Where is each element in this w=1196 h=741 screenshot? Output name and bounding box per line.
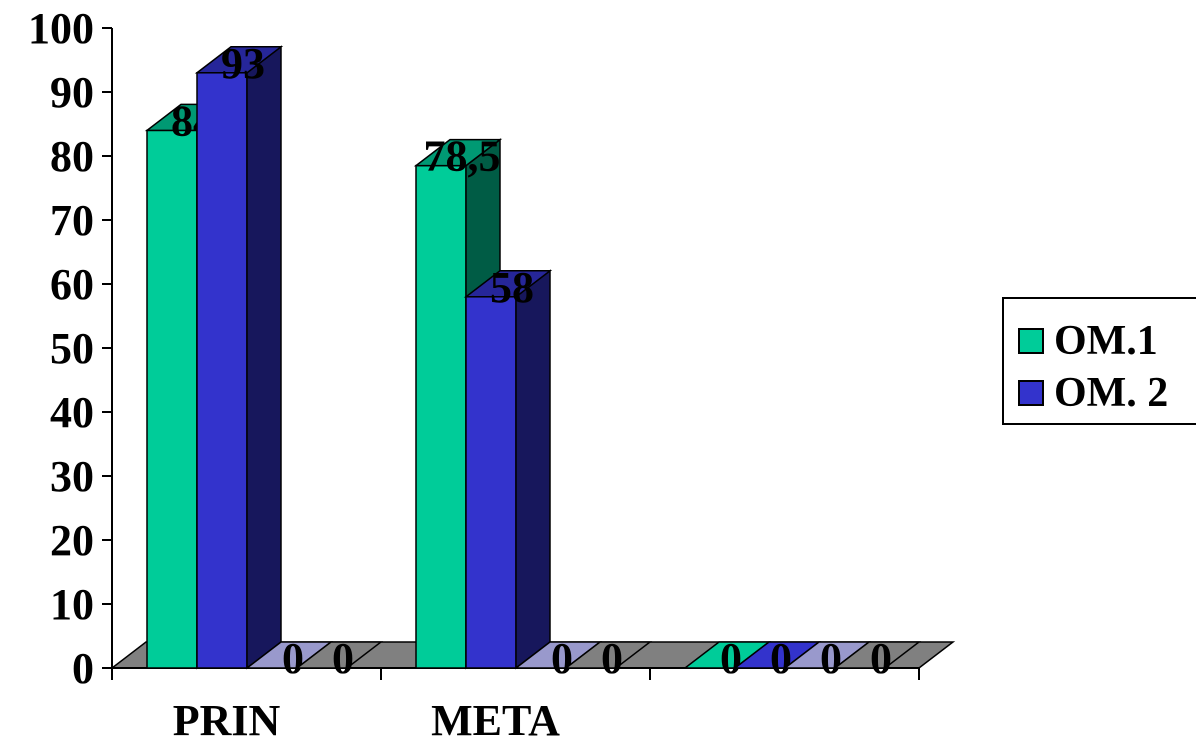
bar-data-label: 0 — [870, 634, 892, 683]
legend-label-series-1: OM.1 — [1054, 318, 1158, 364]
bar-data-label: 0 — [601, 634, 623, 683]
bar-data-label: 78,5 — [424, 132, 501, 181]
y-tick-label: 40 — [50, 388, 94, 437]
y-tick-label: 70 — [50, 196, 94, 245]
y-tick-label: 0 — [72, 644, 94, 693]
legend: OM.1 OM. 2 — [1002, 297, 1196, 425]
bar-top — [413, 138, 503, 167]
bar-data-label: 0 — [551, 634, 573, 683]
bar-data-label: 93 — [221, 39, 265, 88]
bar-data-label: 0 — [770, 634, 792, 683]
y-tick-label: 100 — [28, 4, 94, 53]
bar-top — [563, 641, 653, 669]
bar-data-label: 0 — [332, 634, 354, 683]
bar-data-label: 0 — [720, 634, 742, 683]
bar-data-label: 58 — [490, 263, 534, 312]
y-tick-label: 20 — [50, 516, 94, 565]
bar-data-label: 0 — [820, 634, 842, 683]
bar-top — [463, 270, 553, 298]
bar-front — [146, 129, 198, 669]
bar-data-label: 0 — [282, 634, 304, 683]
bar-top — [294, 641, 384, 669]
legend-label-series-2: OM. 2 — [1054, 370, 1169, 416]
y-tick-label: 30 — [50, 452, 94, 501]
bar-front — [465, 296, 517, 669]
y-tick-label: 90 — [50, 68, 94, 117]
y-tick-label: 10 — [50, 580, 94, 629]
bar-front — [415, 164, 467, 669]
y-tick-label: 50 — [50, 324, 94, 373]
legend-swatch-series-2 — [1018, 380, 1044, 406]
bar-side — [246, 45, 282, 670]
x-category-label: PRIN — [173, 696, 281, 741]
legend-item-series-1: OM.1 — [1018, 317, 1158, 365]
x-category-label: META — [431, 696, 560, 741]
bar-top — [832, 641, 922, 669]
bar-front — [196, 72, 248, 669]
y-tick-label: 60 — [50, 260, 94, 309]
legend-swatch-series-1 — [1018, 328, 1044, 354]
y-tick-label: 80 — [50, 132, 94, 181]
bar-top — [194, 46, 284, 74]
legend-item-series-2: OM. 2 — [1018, 369, 1168, 417]
bar-side — [515, 269, 551, 670]
